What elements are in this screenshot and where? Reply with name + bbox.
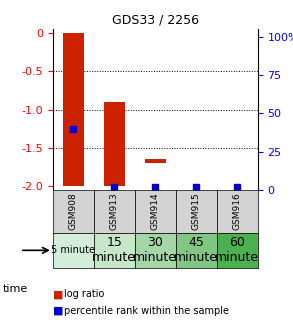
Text: GSM916: GSM916	[233, 192, 242, 230]
Text: GSM915: GSM915	[192, 192, 201, 230]
Text: 60
minute: 60 minute	[215, 236, 259, 264]
FancyBboxPatch shape	[135, 232, 176, 268]
FancyBboxPatch shape	[217, 190, 258, 232]
FancyBboxPatch shape	[94, 232, 135, 268]
Bar	[63, 33, 84, 186]
Text: time: time	[3, 284, 28, 294]
Text: percentile rank within the sample: percentile rank within the sample	[64, 306, 229, 316]
Text: GSM913: GSM913	[110, 192, 119, 230]
Title: GDS33 / 2256: GDS33 / 2256	[112, 14, 199, 27]
Text: GSM914: GSM914	[151, 192, 160, 230]
Text: 15
minute: 15 minute	[92, 236, 136, 264]
FancyBboxPatch shape	[217, 232, 258, 268]
FancyBboxPatch shape	[176, 232, 217, 268]
FancyBboxPatch shape	[53, 232, 94, 268]
Bar	[145, 159, 166, 163]
Text: 30
minute: 30 minute	[133, 236, 177, 264]
FancyBboxPatch shape	[53, 190, 94, 232]
FancyBboxPatch shape	[94, 190, 135, 232]
FancyBboxPatch shape	[135, 190, 176, 232]
Bar	[104, 102, 125, 186]
Text: 45
minute: 45 minute	[174, 236, 218, 264]
Text: ■: ■	[53, 306, 63, 316]
Text: GSM908: GSM908	[69, 192, 78, 230]
Text: 5 minute: 5 minute	[51, 245, 95, 255]
Text: log ratio: log ratio	[64, 289, 105, 299]
FancyBboxPatch shape	[176, 190, 217, 232]
Text: ■: ■	[53, 289, 63, 299]
